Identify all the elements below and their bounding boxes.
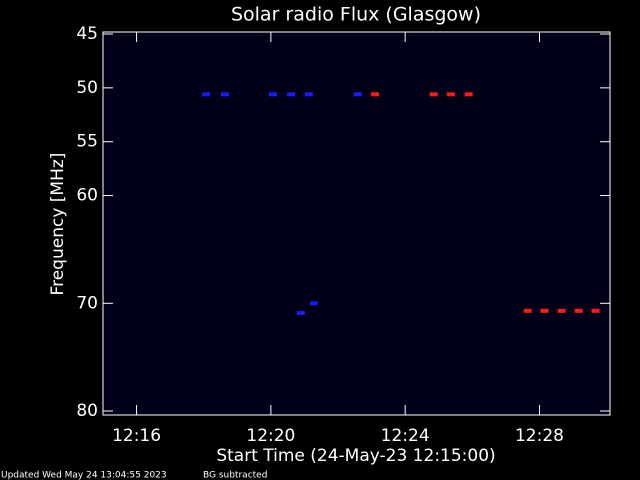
point [353, 92, 362, 97]
footer: Updated Wed May 24 13:04:55 2023 [1, 471, 167, 480]
point [304, 92, 313, 97]
x-tick-label: 12:24 [381, 426, 430, 446]
x-tick-label: 12:28 [515, 426, 564, 446]
y-tick-label: 70 [76, 293, 98, 313]
y-tick-label: 80 [76, 401, 98, 421]
point [464, 92, 473, 97]
y-tick-label: 50 [76, 78, 98, 98]
note: BG subtracted [203, 471, 267, 480]
x-tick-label: 12:20 [246, 426, 295, 446]
point [591, 308, 600, 313]
point [296, 310, 305, 315]
x-axis-label: Start Time (24-May-23 12:15:00) [216, 446, 495, 466]
point [202, 92, 211, 97]
point [523, 308, 532, 313]
point [370, 92, 379, 97]
point [220, 92, 229, 97]
plot-frame [102, 31, 611, 416]
point [446, 92, 455, 97]
point [309, 301, 318, 306]
x-tick-label: 12:16 [112, 426, 161, 446]
y-axis-label: Frequency [MHz] [48, 153, 68, 296]
y-tick-label: 55 [76, 132, 98, 152]
y-tick-label: 60 [76, 186, 98, 206]
point [429, 92, 438, 97]
point [574, 308, 583, 313]
point [540, 308, 549, 313]
point [557, 308, 566, 313]
point [268, 92, 277, 97]
chart-title: Solar radio Flux (Glasgow) [231, 4, 481, 26]
y-tick-label: 45 [76, 24, 98, 44]
point [287, 92, 296, 97]
